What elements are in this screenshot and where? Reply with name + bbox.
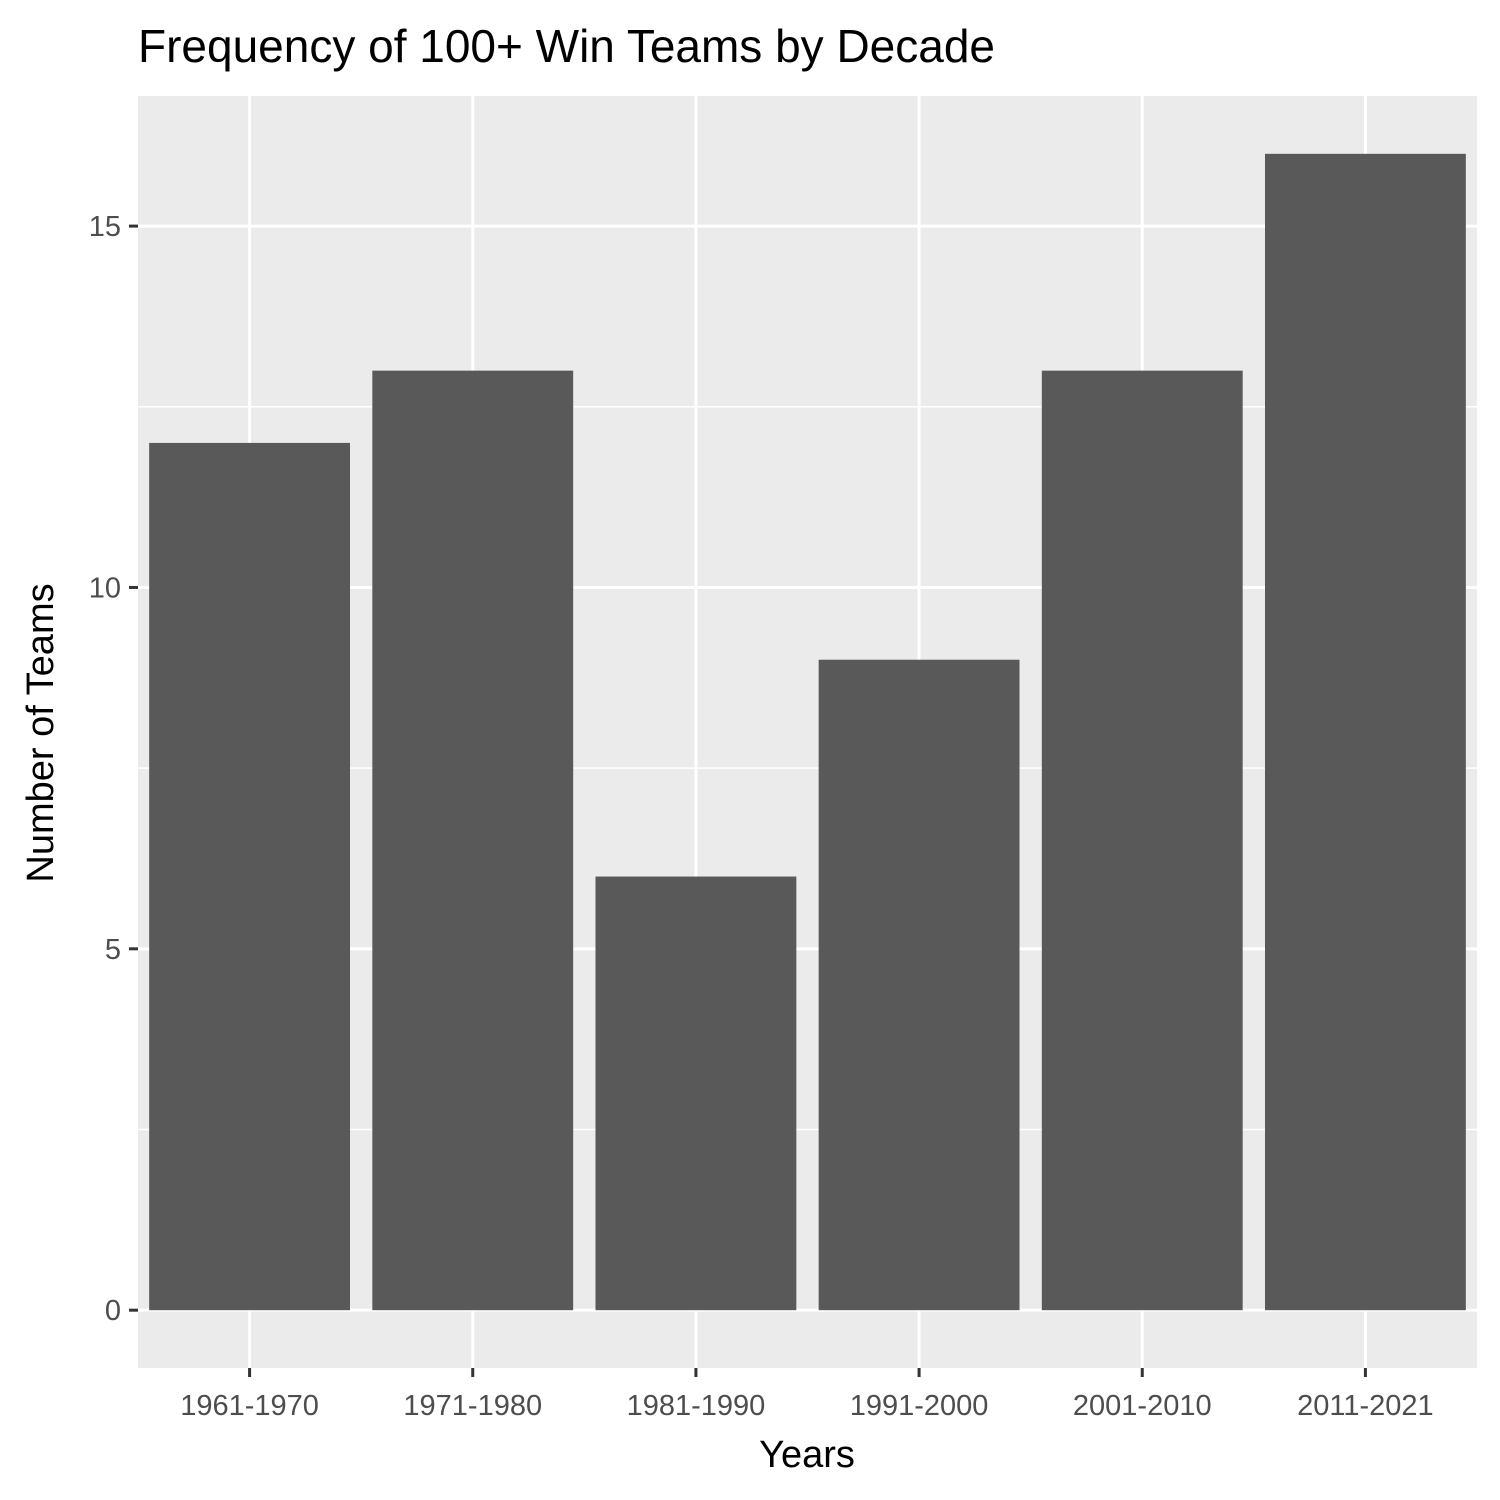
- bar: [149, 442, 351, 1311]
- x-tick-label: 1971-1980: [403, 1390, 542, 1422]
- x-tick-label: 1981-1990: [627, 1390, 766, 1422]
- bar: [595, 876, 797, 1311]
- bar: [1264, 153, 1466, 1311]
- plot-panel: [138, 96, 1477, 1368]
- chart-title: Frequency of 100+ Win Teams by Decade: [138, 20, 995, 72]
- bars: [149, 153, 1466, 1311]
- x-axis-title: Years: [759, 1434, 855, 1476]
- y-tick-label: 10: [89, 572, 121, 604]
- x-tick-label: 2011-2021: [1297, 1390, 1434, 1422]
- x-tick-label: 1991-2000: [850, 1390, 989, 1422]
- y-axis-title: Number of Teams: [20, 583, 62, 882]
- x-tick-label: 2001-2010: [1073, 1390, 1212, 1422]
- y-tick-label: 5: [105, 934, 121, 966]
- x-tick-label: 1961-1970: [180, 1390, 319, 1422]
- y-tick-label: 15: [89, 211, 121, 243]
- bar: [1041, 370, 1243, 1311]
- minor-grid: [138, 406, 1477, 1131]
- bar: [372, 370, 574, 1311]
- bar: [818, 659, 1020, 1311]
- x-axis: 1961-1970 1971-1980 1981-1990 1991-2000 2001…: [180, 1368, 1434, 1422]
- y-tick-label: 0: [105, 1295, 121, 1327]
- y-axis: 0 5 10 15: [89, 211, 138, 1327]
